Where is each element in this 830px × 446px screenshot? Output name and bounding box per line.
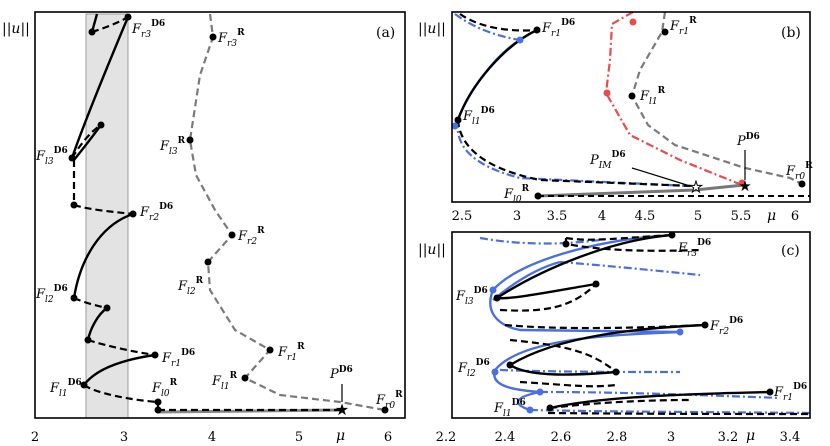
svg-text:3: 3 — [667, 430, 675, 445]
panel-c-label: (c) — [781, 243, 800, 259]
panel-a-label: (a) — [376, 25, 395, 41]
svg-text:6: 6 — [384, 430, 392, 445]
panel-c-blue-solid — [489, 234, 681, 412]
panel-b-xlabel: μ — [767, 208, 776, 224]
panel-b-r-branch — [630, 11, 803, 185]
svg-text:5.5: 5.5 — [731, 209, 752, 224]
svg-text:3.5: 3.5 — [547, 209, 568, 224]
panel-a-shaded-band — [85, 13, 129, 419]
label-a-fr3-r: Fr3R — [217, 28, 245, 49]
svg-text:4: 4 — [208, 430, 216, 445]
panel-c-xlabel: μ — [746, 428, 755, 444]
label-a-fl1-d6: Fl1D6 — [49, 378, 82, 399]
svg-text:2.4: 2.4 — [495, 430, 516, 445]
label-b-fl1-r: Fl1R — [639, 86, 666, 107]
label-a-fr0-r: Fr0R — [375, 390, 403, 411]
svg-text:2.5: 2.5 — [452, 209, 473, 224]
label-a-fl1-r: Fl1R — [211, 371, 238, 392]
label-c-fr3-d6: Fr3D6 — [677, 238, 711, 259]
svg-text:3: 3 — [513, 209, 521, 224]
panel-b-ylabel: ||u|| — [418, 21, 446, 37]
panel-c-dots — [489, 231, 774, 414]
label-a-p-d6: PD6 — [329, 365, 353, 382]
panel-c-black-dashed — [499, 233, 813, 416]
svg-text:4.5: 4.5 — [635, 209, 656, 224]
label-a-fr2-d6: Fr2D6 — [139, 202, 173, 223]
panel-b-label: (b) — [781, 25, 801, 41]
panel-b-dots — [451, 18, 806, 200]
label-b-fr0-r: Fr0R — [785, 161, 813, 182]
panel-a-dots — [68, 13, 389, 414]
label-c-fl3-d6: Fl3D6 — [455, 286, 488, 307]
label-a-fl0-r: Fl0R — [151, 378, 178, 399]
label-c-fl2-d6: Fl2D6 — [457, 358, 490, 379]
label-b-fr1-d6: Fr1D6 — [541, 18, 575, 39]
svg-text:2.6: 2.6 — [551, 430, 572, 445]
label-a-fl2-d6: Fl2D6 — [35, 284, 68, 305]
label-c-fr1-d6: Fr1D6 — [773, 382, 807, 403]
label-c-fl1-d6: Fl1D6 — [493, 398, 526, 419]
panel-a-xticks: 2 3 4 5 6 — [31, 430, 392, 445]
label-b-p-d6: PD6 — [736, 132, 760, 149]
panel-a-xlabel: μ — [336, 428, 345, 444]
panel-b-arrow-1 — [631, 167, 691, 187]
svg-text:4: 4 — [598, 209, 606, 224]
label-b-fl1-d6: Fl1D6 — [462, 106, 495, 127]
panel-c-xticks: 2.2 2.4 2.6 2.8 3 3.2 3.4 — [436, 430, 801, 445]
panel-c-frame — [451, 231, 811, 419]
panel-a-r-branch — [188, 13, 386, 412]
label-a-fl3-d6: Fl3D6 — [35, 146, 68, 167]
svg-text:3.2: 3.2 — [718, 430, 739, 445]
label-b-pim-d6: PIMD6 — [589, 150, 626, 171]
svg-text:2.2: 2.2 — [436, 430, 457, 445]
panel-b-grey-solid — [537, 183, 745, 198]
panel-b-frame — [451, 11, 811, 203]
panel-a-frame — [34, 11, 406, 419]
panel-a-ylabel: ||u|| — [2, 21, 30, 37]
svg-text:3: 3 — [120, 430, 128, 445]
panel-b-blue-dashdot — [454, 13, 691, 188]
panel-b-star-open: ★ — [689, 178, 702, 196]
label-a-fl2-r: Fl2R — [177, 276, 204, 297]
label-a-fr1-r: Fr1R — [277, 342, 305, 363]
label-c-fr2-d6: Fr2D6 — [709, 316, 743, 337]
label-a-fr1-d6: Fr1D6 — [161, 348, 195, 369]
panel-b-xticks: 2.5 3 3.5 4 4.5 5 5.5 6 — [452, 209, 799, 224]
svg-text:2.8: 2.8 — [607, 430, 628, 445]
panel-c-ylabel: ||u|| — [418, 242, 446, 258]
svg-text:5: 5 — [694, 209, 702, 224]
svg-text:2: 2 — [31, 430, 39, 445]
panel-c-blue-dashdot — [479, 236, 813, 415]
svg-text:6: 6 — [791, 209, 799, 224]
label-a-fr2-r: Fr2R — [237, 226, 265, 247]
panel-b-star: ★ — [738, 177, 751, 195]
svg-text:5: 5 — [295, 430, 303, 445]
panel-b-black-dashed — [456, 13, 693, 188]
label-a-fr3-d6: Fr3D6 — [131, 19, 165, 40]
label-a-fl3-r: Fl3R — [159, 136, 186, 157]
label-b-fr1-r: Fr1R — [669, 16, 697, 37]
panel-b-black-solid — [456, 28, 538, 121]
panel-c: Fr3D6 Fl3D6 Fr2D6 Fl2D6 Fr1D6 Fl1D6 (c) … — [418, 231, 813, 445]
panel-a-star: ★ — [335, 400, 349, 419]
panel-b: ★ ★ Fr1D6 Fr1R Fl1R Fl1D6 PIMD6 PD6 Fr0R… — [418, 11, 813, 224]
svg-text:3.4: 3.4 — [780, 430, 801, 445]
panel-b-red-branch — [604, 11, 743, 187]
panel-c-black-solid — [496, 233, 771, 410]
panel-a: ★ Fr3D6 Fr3R Fl3D6 Fl3R Fr2D6 Fr2R Fl2D6… — [2, 11, 406, 445]
